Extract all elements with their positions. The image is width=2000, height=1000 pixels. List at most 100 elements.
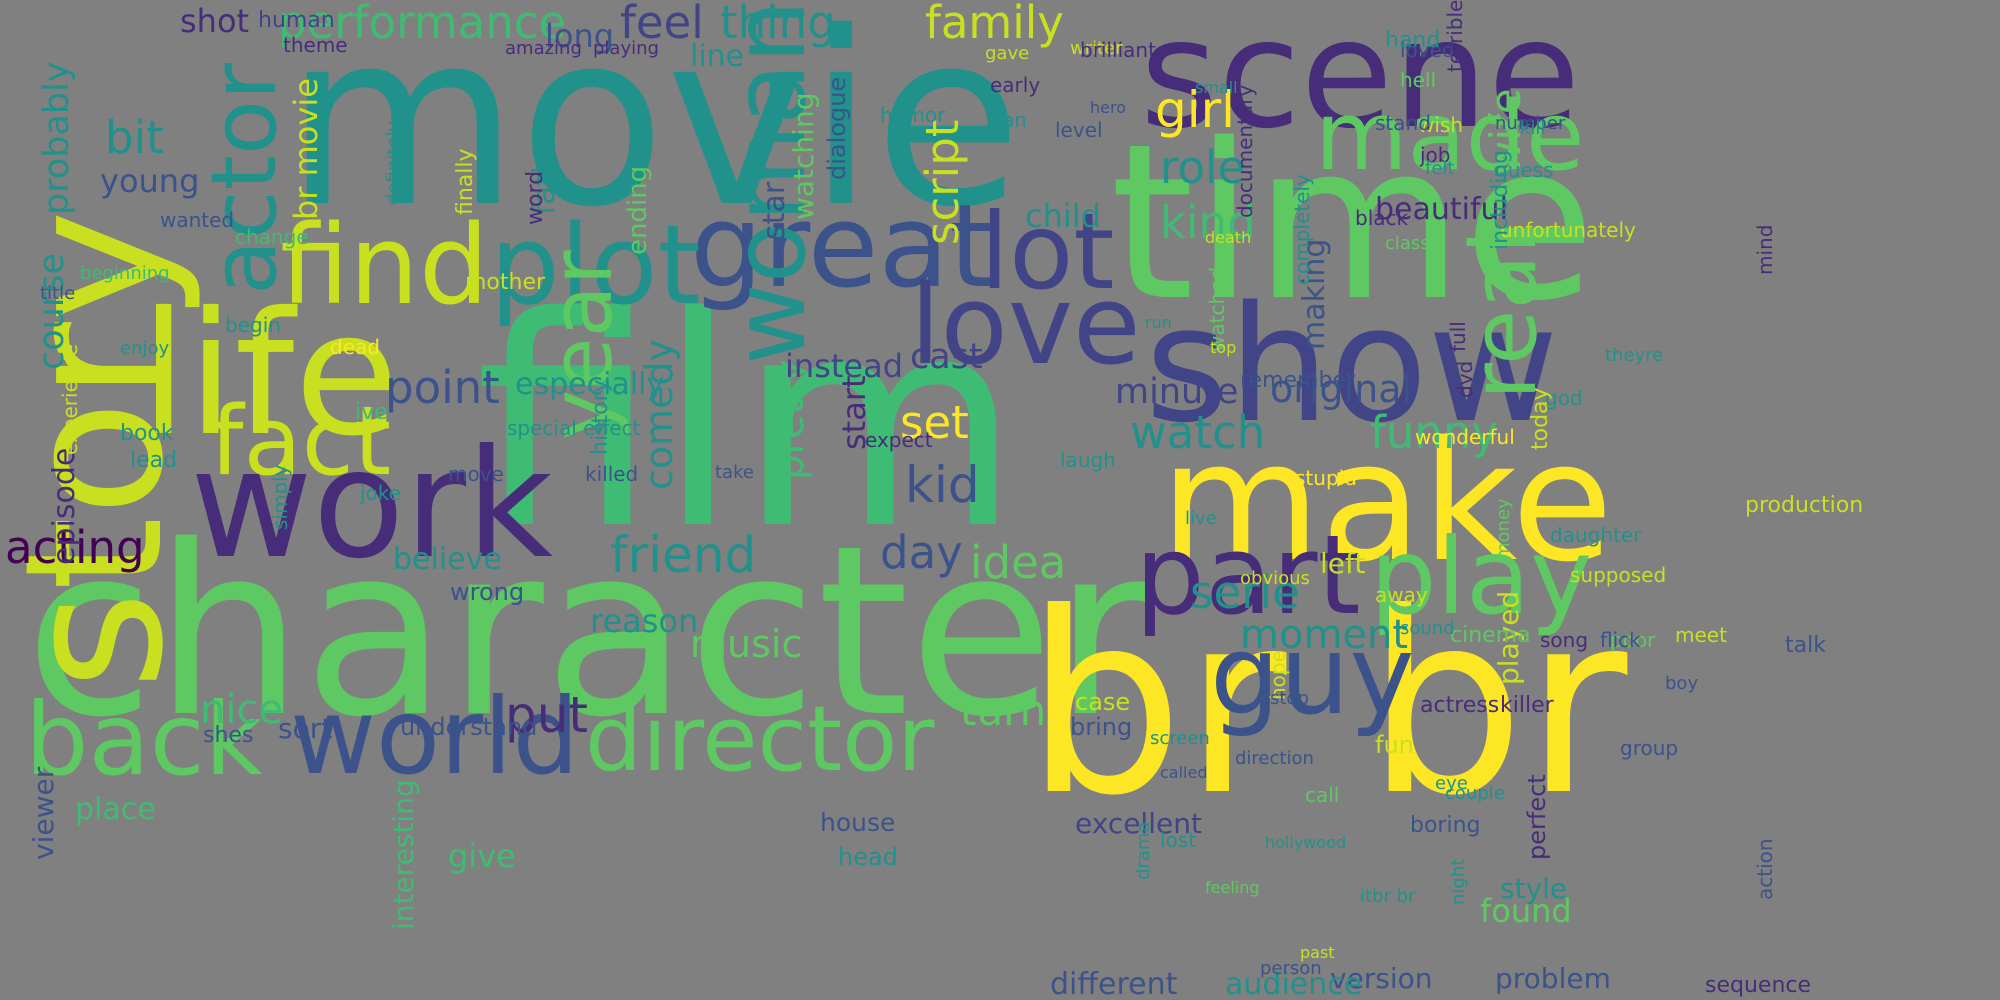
word-bring: bring bbox=[1070, 713, 1133, 741]
word-run: run bbox=[1145, 313, 1172, 332]
word-human: human bbox=[258, 8, 335, 33]
word-funny: funny bbox=[1370, 406, 1499, 459]
word-unfortunately: unfortunately bbox=[1500, 218, 1636, 242]
word-episode: episode bbox=[47, 447, 82, 565]
word-kid: kid bbox=[905, 456, 980, 514]
word-set: set bbox=[900, 396, 969, 449]
word-move: move bbox=[448, 462, 504, 486]
word-writer: writer bbox=[1070, 38, 1123, 59]
word-wish: wish bbox=[1418, 113, 1464, 137]
word-viewer: viewer bbox=[27, 766, 60, 860]
word-guy: guy bbox=[1210, 611, 1415, 739]
word-screen: screen bbox=[1150, 728, 1210, 749]
word-remember: remember bbox=[1240, 368, 1356, 393]
word-star: star bbox=[757, 181, 792, 240]
word-laugh: laugh bbox=[1060, 448, 1116, 472]
word-cinema: cinema bbox=[1450, 623, 1531, 648]
word-movie: movie bbox=[285, 0, 1022, 260]
word-early: early bbox=[990, 73, 1041, 97]
word-actress: actress bbox=[1420, 693, 1500, 718]
word-change: change bbox=[235, 225, 309, 249]
word-boring: boring bbox=[1410, 813, 1481, 838]
word-away: away bbox=[1375, 583, 1428, 607]
word-theyre: theyre bbox=[1605, 345, 1664, 366]
word-version: version bbox=[1330, 962, 1433, 995]
word-understand: understand bbox=[400, 713, 538, 741]
word-moment: moment bbox=[1240, 612, 1409, 658]
word-talk: talk bbox=[1785, 633, 1826, 658]
word-boy: boy bbox=[1665, 673, 1699, 694]
word-call: call bbox=[1305, 783, 1340, 807]
word-house: house bbox=[820, 808, 896, 837]
word-left: left bbox=[1320, 547, 1366, 580]
word-make: make bbox=[1160, 406, 1614, 598]
word-film: film bbox=[475, 256, 1021, 593]
word-mother: mother bbox=[465, 270, 546, 295]
word-give: give bbox=[448, 837, 516, 875]
word-ending: ending bbox=[623, 165, 653, 255]
word-classic: classic bbox=[1385, 233, 1445, 254]
word-ive: ive bbox=[355, 400, 388, 425]
word-music: music bbox=[690, 622, 803, 666]
word-great: great bbox=[690, 180, 995, 314]
word-comedy: comedy bbox=[637, 338, 681, 490]
word-humor: humor bbox=[880, 103, 946, 127]
word-found: found bbox=[1480, 892, 1572, 930]
word-night: night bbox=[1448, 858, 1469, 905]
word-feel: feel bbox=[620, 0, 704, 49]
word-place: place bbox=[75, 792, 156, 827]
word-fun: fun bbox=[1375, 731, 1414, 759]
word-stop: stop bbox=[1270, 688, 1309, 709]
word-point: point bbox=[385, 361, 500, 414]
word-br-movie: br movie bbox=[287, 78, 325, 220]
word-enjoy: enjoy bbox=[120, 338, 170, 359]
word-love: love bbox=[910, 261, 1141, 389]
word-excellent: excellent bbox=[1075, 807, 1202, 840]
word-hell: hell bbox=[1400, 68, 1437, 92]
word-role: role bbox=[1160, 141, 1246, 194]
word-lot: lot bbox=[980, 191, 1115, 313]
word-character: character bbox=[25, 496, 1151, 769]
word-live: live bbox=[1185, 508, 1217, 529]
word-girl: girl bbox=[1155, 81, 1236, 139]
word-watch: watch bbox=[1130, 406, 1266, 459]
word-friend: friend bbox=[610, 526, 757, 584]
word-job: job bbox=[1420, 143, 1451, 167]
word-back: back bbox=[25, 681, 263, 798]
word-hollywood: hollywood bbox=[1265, 833, 1347, 852]
word-original: original bbox=[1270, 367, 1413, 411]
word-gave: gave bbox=[985, 43, 1030, 64]
word-show: show bbox=[1145, 271, 1559, 458]
word-book: book bbox=[120, 421, 174, 446]
word-instead: instead bbox=[785, 347, 903, 385]
word-script: script bbox=[916, 119, 969, 245]
word-top: top bbox=[1210, 338, 1237, 357]
word-beautiful: beautiful bbox=[1375, 192, 1508, 227]
word-guess: guess bbox=[1495, 158, 1554, 182]
word-idea: idea bbox=[970, 536, 1067, 589]
word-performance: performance bbox=[278, 0, 567, 49]
word-special-effect: special effect bbox=[507, 416, 641, 440]
word-stupid: stupid bbox=[1295, 466, 1357, 490]
word-person: person bbox=[1260, 958, 1322, 979]
word-money: money bbox=[1493, 498, 1514, 560]
word-poor: poor bbox=[1610, 628, 1656, 652]
word-sound: sound bbox=[1400, 618, 1455, 639]
word-kill: kill bbox=[1520, 118, 1546, 139]
word-full: full bbox=[1446, 321, 1470, 352]
word-take: take bbox=[715, 462, 754, 483]
word-probably: probably bbox=[37, 61, 77, 215]
word-begin: begin bbox=[225, 313, 281, 337]
word-title: title bbox=[40, 283, 76, 304]
word-kind: kind bbox=[1160, 196, 1256, 249]
word-scene: scene bbox=[1140, 0, 1581, 162]
word-level: level bbox=[1055, 118, 1103, 142]
word-small: small bbox=[1195, 78, 1238, 97]
word-loved: loved bbox=[1400, 38, 1455, 62]
word-bit: bit bbox=[105, 111, 164, 164]
word-play: play bbox=[1370, 516, 1593, 638]
word-supposed: supposed bbox=[1570, 563, 1667, 587]
word-finally: finally bbox=[453, 148, 478, 215]
word-word: word bbox=[523, 170, 548, 225]
word-definitely: definitely bbox=[383, 120, 404, 205]
